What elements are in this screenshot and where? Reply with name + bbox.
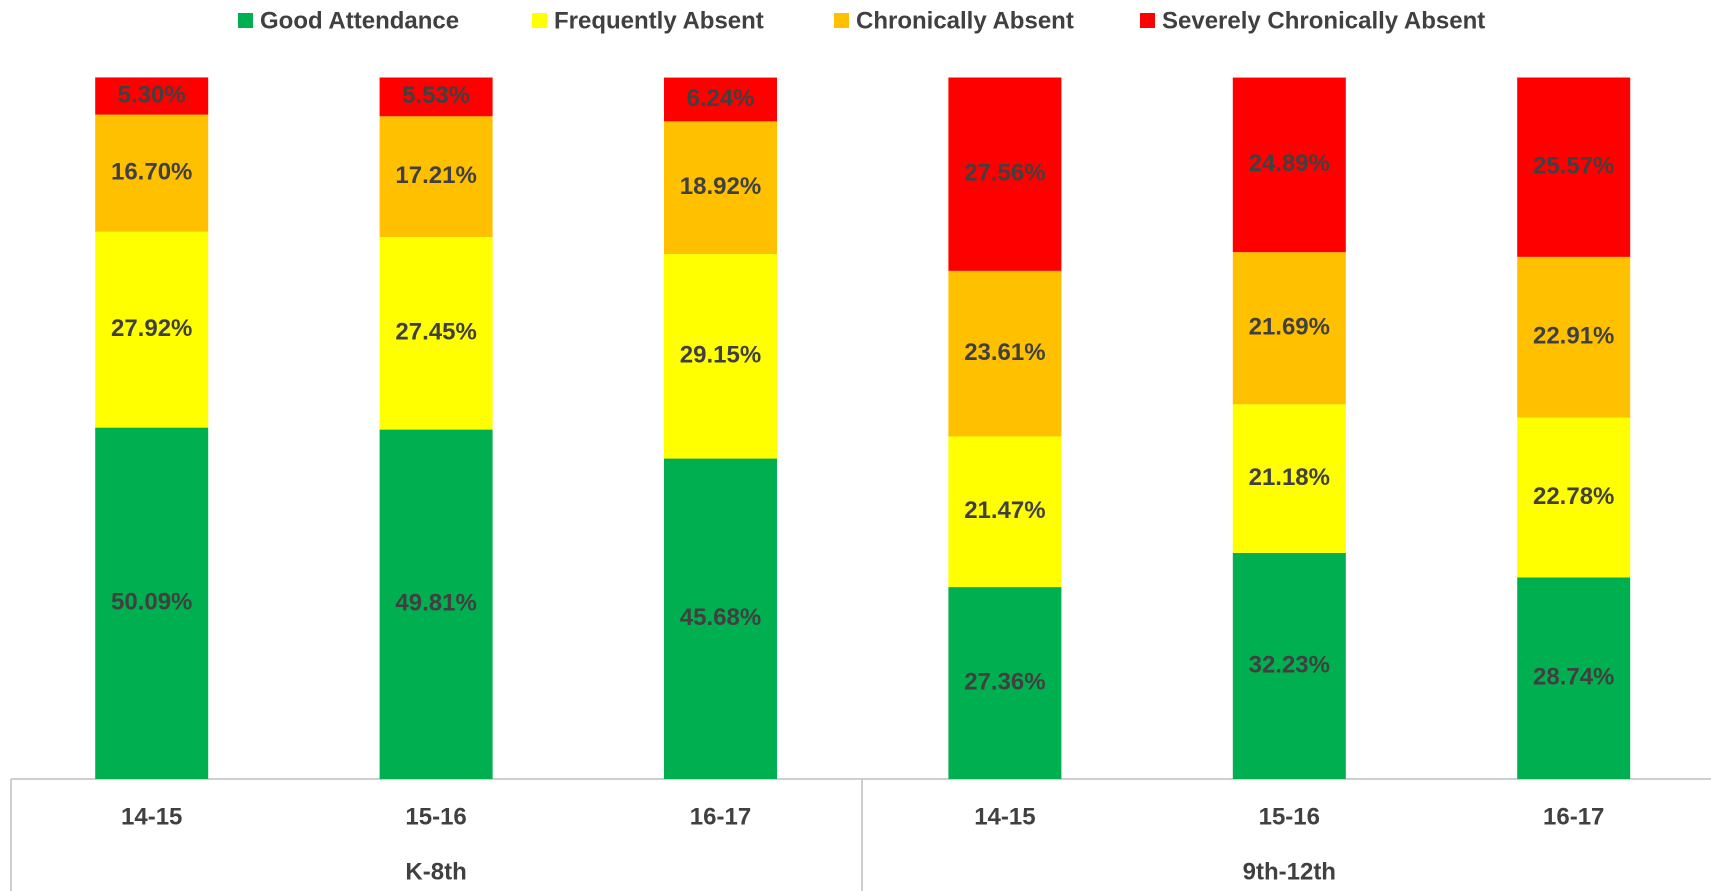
bar-segment (1232, 404, 1346, 553)
data-label: 23.61% (964, 339, 1045, 366)
bar-segment (1517, 577, 1631, 779)
data-label: 21.69% (1249, 314, 1330, 341)
legend-swatch (532, 13, 547, 28)
data-label: 18.92% (680, 173, 761, 200)
data-label: 21.18% (1249, 464, 1330, 491)
data-label: 22.78% (1533, 483, 1614, 510)
bar-segment (379, 116, 493, 238)
legend-label: Frequently Absent (554, 7, 764, 34)
data-label: 21.47% (964, 497, 1045, 524)
legend-swatch (834, 13, 849, 28)
data-label: 27.92% (111, 315, 192, 342)
group-label: K-8th (405, 858, 466, 885)
data-label: 27.36% (964, 668, 1045, 695)
bar-segment (948, 77, 1062, 271)
bar-segment (1232, 77, 1346, 253)
bar-segment (948, 587, 1062, 779)
data-label: 6.24% (686, 85, 754, 112)
data-label: 27.56% (964, 160, 1045, 187)
bar-segment (95, 114, 209, 232)
x-tick-label: 14-15 (121, 803, 182, 830)
x-tick-label: 15-16 (405, 803, 466, 830)
data-label: 17.21% (395, 162, 476, 189)
bar-segment (95, 231, 209, 428)
legend-swatch (1140, 13, 1155, 28)
bar-segment (664, 254, 777, 459)
bar-segment (948, 436, 1062, 588)
data-label: 45.68% (680, 604, 761, 631)
bar-segment (379, 429, 493, 779)
data-label: 28.74% (1533, 664, 1614, 691)
legend-label: Chronically Absent (856, 7, 1074, 34)
bar-segment (1517, 77, 1631, 257)
data-label: 29.15% (680, 342, 761, 369)
bar-segment (379, 77, 493, 117)
data-label: 49.81% (395, 590, 476, 617)
bar-segment (664, 77, 777, 122)
bar-segment (1232, 552, 1346, 779)
data-label: 5.30% (118, 81, 186, 108)
bar-segment (664, 121, 777, 255)
bar-segment (1517, 256, 1631, 418)
bar-segment (664, 458, 777, 779)
data-label: 27.45% (395, 319, 476, 346)
data-label: 22.91% (1533, 323, 1614, 350)
data-label: 16.70% (111, 159, 192, 186)
x-tick-label: 14-15 (974, 803, 1035, 830)
bar-segment (379, 237, 493, 430)
data-label: 32.23% (1249, 651, 1330, 678)
legend-label: Good Attendance (260, 7, 459, 34)
group-label: 9th-12th (1243, 858, 1336, 885)
data-label: 5.53% (402, 82, 470, 109)
x-tick-label: 15-16 (1259, 803, 1320, 830)
bar-segment (1517, 417, 1631, 578)
bar-segment (95, 77, 209, 115)
data-label: 25.57% (1533, 153, 1614, 180)
x-tick-label: 16-17 (1543, 803, 1604, 830)
legend-swatch (238, 13, 253, 28)
legend-label: Severely Chronically Absent (1162, 7, 1485, 34)
bar-segment (95, 427, 209, 779)
bar-segment (948, 270, 1062, 437)
bar-segment (1232, 252, 1346, 405)
data-label: 50.09% (111, 589, 192, 616)
data-label: 24.89% (1249, 150, 1330, 177)
x-tick-label: 16-17 (690, 803, 751, 830)
